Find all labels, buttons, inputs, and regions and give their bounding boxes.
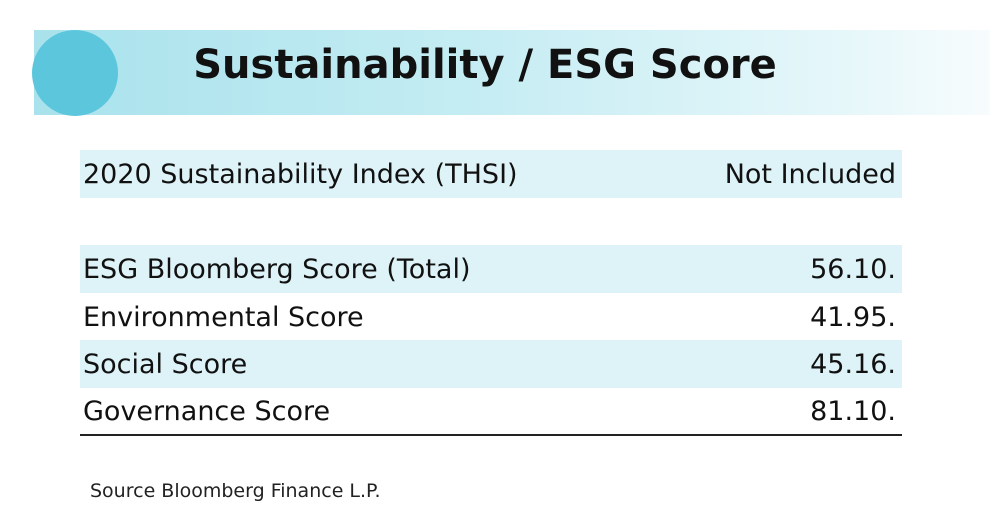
index-row: 2020 Sustainability Index (THSI) Not Inc… bbox=[80, 150, 902, 198]
score-value: 41.95. bbox=[810, 301, 896, 333]
header-band bbox=[34, 30, 990, 115]
score-label: Social Score bbox=[83, 348, 248, 380]
score-label: Governance Score bbox=[83, 395, 331, 427]
score-row: Social Score 45.16. bbox=[80, 340, 902, 388]
index-value: Not Included bbox=[724, 158, 896, 190]
score-row: ESG Bloomberg Score (Total) 56.10. bbox=[80, 245, 902, 293]
header-circle bbox=[32, 30, 118, 116]
score-row: Governance Score 81.10. bbox=[80, 388, 902, 436]
score-value: 81.10. bbox=[810, 395, 896, 427]
title: Sustainability / ESG Score bbox=[193, 42, 777, 88]
score-label: Environmental Score bbox=[83, 301, 364, 333]
source-note: Source Bloomberg Finance L.P. bbox=[90, 480, 381, 502]
index-label: 2020 Sustainability Index (THSI) bbox=[83, 158, 518, 190]
score-label: ESG Bloomberg Score (Total) bbox=[83, 253, 471, 285]
score-value: 45.16. bbox=[810, 348, 896, 380]
score-value: 56.10. bbox=[810, 253, 896, 285]
score-row: Environmental Score 41.95. bbox=[80, 293, 902, 341]
